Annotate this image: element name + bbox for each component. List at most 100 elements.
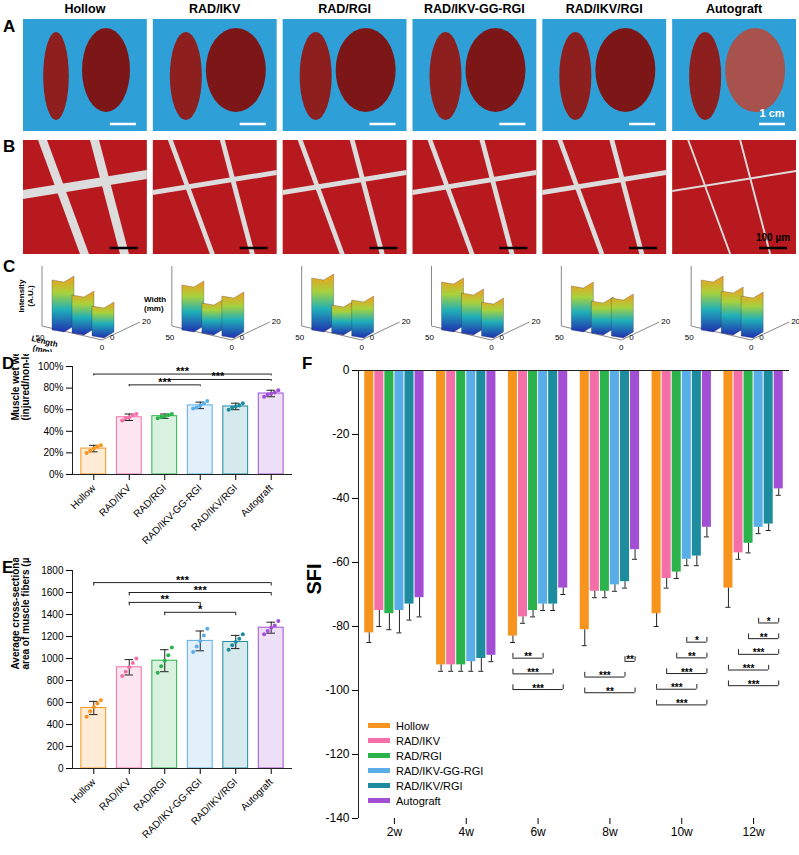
svg-text:80%: 80% bbox=[43, 382, 63, 393]
svg-text:0: 0 bbox=[619, 343, 624, 352]
svg-text:20: 20 bbox=[142, 317, 151, 326]
svg-text:***: *** bbox=[753, 647, 765, 658]
svg-text:***: *** bbox=[212, 370, 226, 382]
svg-text:RAD/IKV-GG-RGI: RAD/IKV-GG-RGI bbox=[140, 482, 204, 546]
svg-text:RAD/IKV-GG-RGI: RAD/IKV-GG-RGI bbox=[424, 2, 525, 16]
svg-text:20: 20 bbox=[661, 317, 670, 326]
svg-text:RAD/IKV/RGI: RAD/IKV/RGI bbox=[189, 482, 240, 533]
svg-text:20%: 20% bbox=[43, 447, 63, 458]
svg-text:Width(mm): Width(mm) bbox=[144, 295, 166, 313]
svg-text:20: 20 bbox=[791, 317, 799, 326]
svg-text:RAD/IKV: RAD/IKV bbox=[189, 2, 241, 16]
svg-text:20: 20 bbox=[532, 317, 541, 326]
svg-text:***: *** bbox=[676, 698, 688, 709]
svg-text:0: 0 bbox=[110, 333, 115, 342]
svg-text:Hollow: Hollow bbox=[64, 2, 105, 16]
svg-text:RAD/IKV-GG-RGI: RAD/IKV-GG-RGI bbox=[140, 776, 204, 840]
svg-text:60%: 60% bbox=[43, 404, 63, 415]
svg-text:**: ** bbox=[524, 651, 532, 662]
svg-text:SFI: SFI bbox=[303, 563, 325, 594]
svg-text:***: *** bbox=[176, 365, 190, 377]
svg-text:*: * bbox=[198, 603, 203, 615]
svg-text:0: 0 bbox=[58, 763, 64, 774]
svg-text:RAD/IKV/RGI: RAD/IKV/RGI bbox=[189, 776, 240, 827]
svg-text:B: B bbox=[3, 137, 15, 156]
svg-text:Autograft: Autograft bbox=[706, 2, 763, 16]
svg-text:1800: 1800 bbox=[41, 565, 64, 576]
svg-text:0: 0 bbox=[100, 343, 105, 352]
svg-text:100 µm: 100 µm bbox=[756, 232, 790, 243]
svg-text:**: ** bbox=[606, 686, 614, 697]
svg-text:8w: 8w bbox=[602, 825, 618, 839]
svg-text:1000: 1000 bbox=[41, 653, 64, 664]
svg-text:Autograft: Autograft bbox=[238, 482, 275, 519]
svg-text:-60: -60 bbox=[332, 555, 350, 569]
svg-text:RAD/IKV: RAD/IKV bbox=[97, 776, 133, 812]
svg-text:1400: 1400 bbox=[41, 609, 64, 620]
svg-text:**: ** bbox=[760, 632, 768, 643]
svg-text:-80: -80 bbox=[332, 619, 350, 633]
svg-text:-140: -140 bbox=[325, 811, 349, 825]
svg-text:RAD/RGI: RAD/RGI bbox=[131, 776, 168, 813]
svg-text:C: C bbox=[3, 257, 15, 276]
svg-text:***: *** bbox=[743, 663, 755, 674]
svg-text:100%: 100% bbox=[38, 361, 64, 372]
svg-text:1600: 1600 bbox=[41, 587, 64, 598]
svg-text:Length(mm): Length(mm) bbox=[28, 334, 58, 352]
svg-text:6w: 6w bbox=[530, 825, 546, 839]
svg-text:40%: 40% bbox=[43, 426, 63, 437]
svg-text:Autograft: Autograft bbox=[238, 776, 275, 813]
svg-text:***: *** bbox=[748, 679, 760, 690]
svg-text:Hollow: Hollow bbox=[68, 776, 98, 806]
svg-text:0: 0 bbox=[359, 343, 364, 352]
svg-text:***: *** bbox=[158, 376, 172, 388]
svg-text:Muscle wet weight ratio(injure: Muscle wet weight ratio(injured/non-lesi… bbox=[10, 354, 31, 421]
svg-text:0%: 0% bbox=[49, 469, 64, 480]
svg-text:0: 0 bbox=[629, 333, 634, 342]
svg-text:*: * bbox=[767, 616, 771, 627]
svg-text:20: 20 bbox=[402, 317, 411, 326]
svg-text:Intensity(A.U.): Intensity(A.U.) bbox=[17, 279, 35, 312]
svg-text:1 cm: 1 cm bbox=[759, 107, 784, 119]
svg-text:1200: 1200 bbox=[41, 631, 64, 642]
svg-text:0: 0 bbox=[489, 343, 494, 352]
svg-text:600: 600 bbox=[47, 697, 64, 708]
svg-text:RAD/IKV: RAD/IKV bbox=[97, 482, 133, 518]
svg-text:-120: -120 bbox=[325, 747, 349, 761]
svg-text:***: *** bbox=[527, 667, 539, 678]
svg-text:Average cross-sectionalarea of: Average cross-sectionalarea of muscle fi… bbox=[10, 558, 31, 670]
svg-text:***: *** bbox=[532, 683, 544, 694]
svg-text:**: ** bbox=[688, 651, 696, 662]
svg-text:***: *** bbox=[681, 667, 693, 678]
svg-text:50: 50 bbox=[555, 333, 564, 342]
svg-text:50: 50 bbox=[165, 333, 174, 342]
svg-text:RAD/RGI: RAD/RGI bbox=[131, 482, 168, 519]
svg-text:0: 0 bbox=[230, 343, 235, 352]
svg-text:***: *** bbox=[194, 584, 208, 596]
svg-text:***: *** bbox=[671, 682, 683, 693]
svg-text:0: 0 bbox=[370, 333, 375, 342]
svg-text:2w: 2w bbox=[387, 825, 403, 839]
svg-text:0: 0 bbox=[500, 333, 505, 342]
svg-text:0: 0 bbox=[749, 343, 754, 352]
svg-text:**: ** bbox=[626, 654, 634, 665]
svg-text:-40: -40 bbox=[332, 491, 350, 505]
svg-text:0: 0 bbox=[759, 333, 764, 342]
svg-text:***: *** bbox=[176, 574, 190, 586]
svg-text:RAD/IKV/RGI: RAD/IKV/RGI bbox=[566, 2, 643, 16]
svg-text:50: 50 bbox=[425, 333, 434, 342]
svg-text:20: 20 bbox=[272, 317, 281, 326]
svg-text:0: 0 bbox=[240, 333, 245, 342]
svg-text:50: 50 bbox=[295, 333, 304, 342]
svg-text:4w: 4w bbox=[459, 825, 475, 839]
svg-text:10w: 10w bbox=[671, 825, 693, 839]
svg-text:-20: -20 bbox=[332, 427, 350, 441]
svg-text:-100: -100 bbox=[325, 683, 349, 697]
svg-text:0: 0 bbox=[343, 363, 350, 377]
svg-text:12w: 12w bbox=[743, 825, 765, 839]
svg-text:800: 800 bbox=[47, 675, 64, 686]
svg-text:400: 400 bbox=[47, 719, 64, 730]
svg-text:200: 200 bbox=[47, 741, 64, 752]
svg-text:*: * bbox=[695, 635, 699, 646]
svg-text:RAD/RGI: RAD/RGI bbox=[318, 2, 371, 16]
